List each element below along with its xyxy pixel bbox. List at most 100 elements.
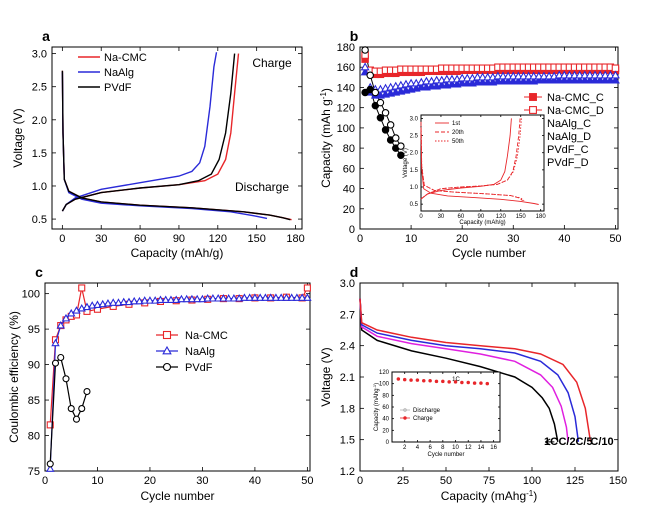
y-tick-label: 80 [28,431,40,443]
point-NaAlg [61,313,71,322]
point-NaAlg_D [498,71,508,80]
y-tick-label: 90 [28,360,40,372]
x-tick-label: 6 [428,445,432,451]
point-NaAlg_D [519,71,528,80]
y-tick-label: 2.4 [340,341,355,353]
y-tick-label: 95 [28,324,40,336]
inset-x-label: Cycle number [427,452,464,458]
point-NaAlg [208,294,218,302]
y-tick-label: 1.0 [410,185,419,191]
point-PVdF_D [392,134,400,142]
point-NaAlg [224,294,233,302]
x-tick-label: 60 [134,233,146,245]
y-tick-label: 2.5 [32,82,47,94]
y-axis-label: Capacity (mAh g-1) [319,88,334,188]
point-PVdF_C [397,151,405,159]
point-NaAlg [51,338,60,347]
x-tick-label: 150 [609,475,627,487]
y-tick-label: 80 [343,143,355,155]
y-tick-label: 1.5 [32,148,47,160]
inset-legend-label: 50th [452,139,464,145]
y-tick-label: 120 [379,370,390,376]
point-NaAlg_C [539,75,549,84]
point-Na-CMC [46,421,54,429]
inset-point-Charge [428,378,432,383]
inset-point-Charge [402,377,407,382]
inset-frame [420,114,545,212]
point-NaAlg_D [529,71,539,80]
inset-legend-label: Charge [413,416,433,422]
point-NaAlg_D [585,70,595,79]
point-NaAlg_C [462,78,472,87]
legend-label: Na-CMC [104,52,147,64]
point-NaAlg_D [600,70,610,79]
inset-legend-label: 1st [452,121,460,127]
point-NaAlg [240,293,249,301]
point-NaAlg [250,293,260,301]
point-NaAlg_C [437,80,447,89]
y-tick-label: 0 [349,224,355,236]
legend-label: PVdF [185,362,213,374]
inset-point-Charge [415,378,420,382]
point-NaAlg_D [580,70,590,79]
point-NaAlg_C [595,75,605,84]
point-NaAlg [276,293,286,301]
x-tick-label: 30 [507,233,519,245]
point-NaAlg_C [605,75,615,84]
point-NaAlg_D [544,71,554,80]
y-tick-label: 100 [22,289,40,301]
point-NaAlg [213,294,223,302]
point-NaAlg_C [585,75,595,84]
legend-marker [162,345,172,355]
inset-title: 1C [452,377,460,383]
point-NaAlg_D [610,70,620,79]
point-NaAlg [261,293,270,301]
point-NaAlg_D [421,76,431,85]
point-NaAlg [187,294,197,303]
point-NaAlg_D [508,71,518,80]
inset-legend-marker [403,408,407,412]
inset-y-label: Voltage (V) [403,148,409,178]
x-tick-label: 0 [42,475,48,487]
point-NaAlg [234,294,244,302]
y-tick-label: 40 [382,417,389,423]
inset-legend-label: 20th [452,130,464,136]
x-tick-label: 30 [196,475,208,487]
panel-c: 0 10 20 30 40 50 75 80 85 90 95 100 Cycle number Coul… [7,264,314,503]
x-tick-label: 20 [456,233,468,245]
point-NaAlg_C [508,76,518,85]
legend-marker [529,93,537,101]
x-tick-label: 30 [438,214,445,220]
y-axis-label: Coulombic efficiency (%) [7,311,21,443]
point-NaAlg [287,293,296,301]
x-tick-label: 40 [558,233,570,245]
point-NaAlg [103,299,113,307]
x-tick-label: 30 [95,233,107,245]
y-tick-label: 75 [28,466,40,478]
rate-label: C/5 [575,436,592,448]
point-PVdF [72,415,81,423]
inset-point-Charge [422,378,426,383]
point-NaAlg [297,293,307,301]
y-tick-label: 85 [28,395,40,407]
point-NaAlg_C [575,75,585,84]
inset-point-Charge [447,380,451,384]
point-NaAlg_D [575,70,585,79]
x-tick-label: 10 [91,475,103,487]
panel-b-inset: 0 30 60 90 120 150 180 0.5 1.0 1.5 2.0 2.5 3.0 Capaci… [403,114,546,226]
y-tick-label: 160 [337,62,355,74]
inset-background [392,372,500,442]
point-NaAlg_D [442,74,452,83]
point-NaAlg [140,296,149,304]
point-NaAlg [156,295,165,303]
legend-label: PVdF_D [547,157,589,169]
panel-label-d: d [350,264,359,280]
x-tick-label: 20 [144,475,156,487]
point-NaAlg_D [539,71,549,80]
y-tick-label: 140 [337,82,355,94]
point-NaAlg_D [524,71,534,80]
legend-label: PVdF_C [547,144,589,156]
inset-charge-50th [420,118,522,200]
plot-frame [44,282,311,472]
point-NaAlg [255,293,265,301]
